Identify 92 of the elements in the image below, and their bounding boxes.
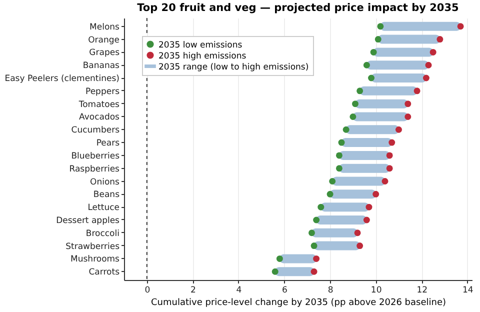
y-tick-label: Lettuce: [88, 203, 120, 214]
point: [386, 165, 393, 172]
point: [336, 165, 342, 172]
y-tick-label: Bananas: [82, 61, 120, 72]
y-tick-label: Easy Peelers (clementines): [4, 74, 120, 84]
point: [363, 216, 370, 224]
y-tick-label: Mushrooms: [70, 254, 120, 265]
point: [374, 36, 382, 43]
x-tick-label: 10: [370, 286, 382, 296]
point: [318, 204, 324, 210]
legend-label: 2035 high emissions: [158, 51, 247, 62]
point: [430, 48, 436, 56]
point: [457, 23, 464, 30]
y-tick-label: Beans: [93, 190, 120, 200]
point: [356, 242, 364, 250]
point: [436, 36, 444, 43]
bar: [371, 74, 426, 83]
bar: [316, 215, 367, 224]
point: [313, 216, 320, 224]
point: [352, 100, 358, 108]
bar: [366, 60, 428, 70]
point: [310, 242, 318, 250]
point: [329, 178, 336, 184]
x-tick-label: 14: [462, 286, 474, 296]
legend-label: 2035 range (low to high emissions): [158, 62, 309, 72]
bar: [320, 202, 369, 212]
point: [308, 230, 315, 236]
point: [350, 114, 356, 120]
y-tick-label: Avocados: [79, 112, 120, 123]
y-tick-label: Cucumbers: [71, 126, 120, 136]
y-tick-label: Raspberries: [69, 164, 120, 174]
y-tick-label: Peppers: [86, 86, 120, 97]
y-tick-label: Grapes: [89, 48, 120, 58]
point: [404, 100, 412, 108]
bar: [312, 228, 358, 238]
chart-title: Top 20 fruit and veg — projected price impact by 2035: [137, 2, 459, 14]
y-tick-label: Broccoli: [86, 228, 120, 239]
x-tick-label: 6: [282, 286, 288, 296]
y-tick-label: Strawberries: [66, 242, 120, 252]
point: [372, 190, 380, 198]
y-tick-label: Dessert apples: [56, 216, 120, 226]
bar: [380, 22, 461, 31]
bar: [374, 48, 434, 57]
point: [422, 74, 430, 82]
legend-label: 2035 low emissions: [158, 40, 243, 50]
point: [382, 178, 388, 184]
point: [272, 268, 278, 275]
point: [414, 88, 420, 94]
bar: [332, 176, 385, 186]
bar: [355, 99, 408, 108]
point: [342, 126, 350, 133]
point: [313, 255, 320, 262]
x-tick-label: 2: [190, 286, 196, 296]
point: [336, 152, 342, 159]
y-tick-label: Carrots: [88, 268, 120, 278]
point: [425, 62, 432, 68]
x-tick-label: 0: [144, 286, 150, 296]
point: [338, 139, 345, 146]
bar: [275, 267, 314, 276]
bar: [330, 190, 376, 199]
point: [370, 48, 377, 56]
bar: [342, 138, 392, 148]
bar: [378, 34, 440, 44]
x-axis-title: Cumulative price-level change by 2035 (pp above 2026 baseline): [150, 298, 446, 308]
point: [368, 74, 375, 82]
point: [326, 190, 334, 198]
bar: [339, 164, 390, 173]
x-tick-label: 8: [328, 286, 334, 296]
point: [386, 152, 393, 159]
y-tick-label: Melons: [90, 22, 120, 32]
x-tick-label: 12: [416, 286, 428, 296]
y-tick-label: Pears: [96, 138, 120, 149]
point: [366, 204, 372, 210]
y-tick-label: Orange: [88, 35, 120, 46]
y-tick-label: Tomatoes: [78, 100, 120, 110]
y-tick-label: Onions: [90, 177, 120, 188]
y-tick-label: Blueberries: [71, 151, 120, 162]
point: [377, 23, 384, 30]
x-tick-label: 4: [236, 286, 242, 296]
bar: [360, 86, 418, 96]
point: [354, 230, 361, 236]
point: [356, 88, 364, 94]
point: [276, 255, 283, 262]
bar: [339, 150, 390, 160]
bar: [314, 241, 360, 250]
point: [363, 62, 370, 68]
point: [310, 268, 318, 275]
bar: [346, 125, 399, 134]
bar: [352, 112, 408, 122]
point: [395, 126, 402, 133]
point: [404, 114, 412, 120]
point: [388, 139, 396, 146]
